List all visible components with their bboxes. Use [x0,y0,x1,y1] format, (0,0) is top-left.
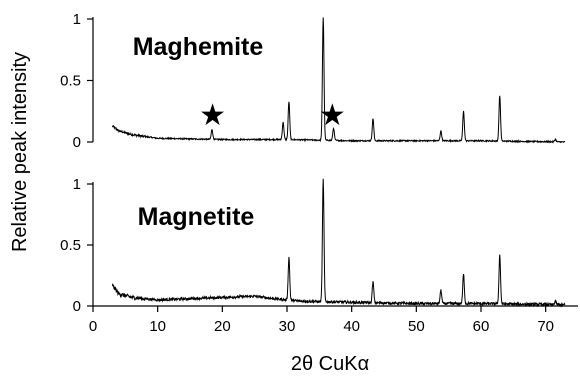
panel-title: Maghemite [133,33,264,61]
panel-magnetite: 0 0.5 1 Magnetite [60,176,566,315]
x-tick-label: 40 [343,318,360,335]
y-tick-label: 0 [73,298,81,315]
panels-layer: 0 0.5 1 Maghemite ★ ★ 0 0.5 1 Magnetite [60,11,566,315]
x-tick-label: 20 [214,318,231,335]
panel-title: Magnetite [138,203,255,231]
x-axis-title: 2θ CuKα [291,353,369,375]
x-axis-ticks: 0 10 20 30 40 50 60 70 [89,306,554,335]
y-tick-label: 1 [73,11,81,28]
x-tick-label: 10 [149,318,166,335]
star-annotation: ★ [319,98,346,133]
x-tick-label: 0 [89,318,97,335]
x-tick-label: 70 [537,318,554,335]
y-axis-title: Relative peak intensity [9,52,31,252]
x-tick-label: 60 [473,318,490,335]
y-tick-label: 0 [73,134,81,151]
panel-maghemite: 0 0.5 1 Maghemite ★ ★ [60,11,566,151]
y-tick-label: 1 [73,176,81,193]
x-tick-label: 50 [408,318,425,335]
x-tick-label: 30 [279,318,296,335]
y-tick-label: 0.5 [60,73,81,90]
series-line-magnetite [111,178,566,308]
series-line-maghemite [111,17,566,144]
y-tick-label: 0.5 [60,237,81,254]
star-annotation: ★ [199,98,226,133]
